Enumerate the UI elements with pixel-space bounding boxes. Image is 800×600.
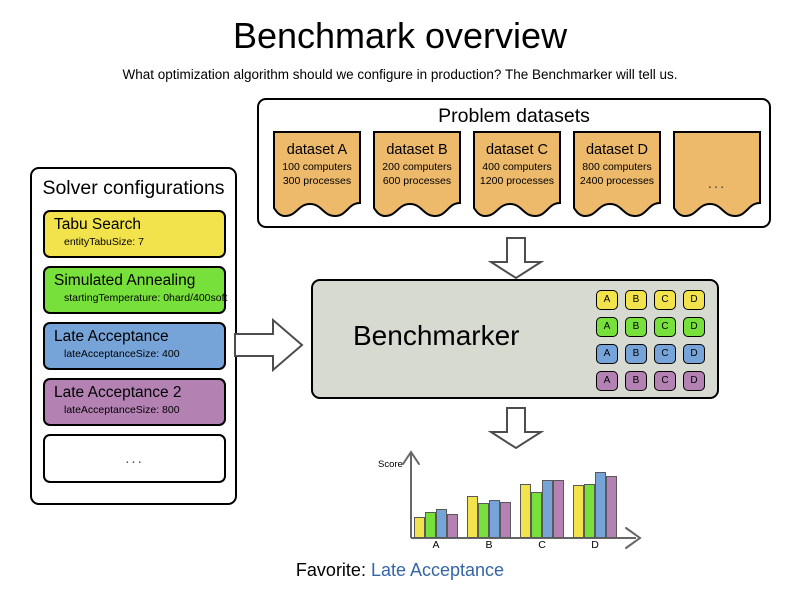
- arrow-down-benchmarker-to-chart: [487, 406, 545, 455]
- benchmark-cell[interactable]: A: [596, 290, 618, 310]
- solver-config-card-tabu-search[interactable]: Tabu Search entityTabuSize: 7: [43, 210, 226, 258]
- solver-config-name: Tabu Search: [54, 216, 142, 233]
- favorite-line: Favorite: Late Acceptance: [0, 558, 800, 582]
- arrow-down-datasets-to-benchmarker: [487, 236, 545, 285]
- benchmark-cell[interactable]: B: [625, 344, 647, 364]
- dataset-card-b[interactable]: dataset B 200 computers 600 processes: [373, 131, 461, 217]
- chart-bar: [489, 500, 500, 538]
- benchmark-cell[interactable]: C: [654, 290, 676, 310]
- chart-y-axis-label: Score: [378, 459, 403, 470]
- dataset-card-a[interactable]: dataset A 100 computers 300 processes: [273, 131, 361, 217]
- page-subtitle: What optimization algorithm should we co…: [122, 67, 678, 82]
- solver-config-param: entityTabuSize: 7: [64, 236, 144, 248]
- chart-bar: [414, 517, 425, 538]
- chart-bar: [500, 502, 511, 538]
- solver-configurations-panel: Solver configurations Tabu Search entity…: [30, 167, 237, 505]
- dataset-card-c[interactable]: dataset C 400 computers 1200 processes: [473, 131, 561, 217]
- benchmark-cell[interactable]: C: [654, 317, 676, 337]
- solver-config-param: lateAcceptanceSize: 800: [64, 404, 180, 416]
- favorite-value: Late Acceptance: [370, 560, 505, 580]
- benchmark-cell[interactable]: C: [654, 344, 676, 364]
- solver-config-param: lateAcceptanceSize: 400: [64, 348, 180, 360]
- problem-datasets-title: Problem datasets: [438, 105, 590, 127]
- dataset-card-more[interactable]: ...: [673, 131, 761, 217]
- dataset-sheet-shape: [573, 131, 661, 217]
- solver-config-param: startingTemperature: 0hard/400soft: [64, 292, 228, 304]
- dataset-card-d[interactable]: dataset D 800 computers 2400 processes: [573, 131, 661, 217]
- solver-config-name: Simulated Annealing: [54, 272, 196, 289]
- favorite-label: Favorite:: [295, 560, 366, 580]
- dataset-sheet-shape: [373, 131, 461, 217]
- benchmark-cell[interactable]: A: [596, 344, 618, 364]
- benchmark-run-grid: A B C D A B C D A B C D A B C D: [596, 290, 705, 394]
- chart-bar: [447, 514, 458, 538]
- chart-bar: [584, 484, 595, 538]
- benchmark-cell[interactable]: B: [625, 371, 647, 391]
- dataset-sheet-shape: [473, 131, 561, 217]
- benchmark-cell[interactable]: B: [625, 290, 647, 310]
- benchmark-cell[interactable]: D: [683, 344, 705, 364]
- chart-axes: [402, 450, 642, 549]
- dataset-sheet-shape: [273, 131, 361, 217]
- dataset-ellipsis: ...: [707, 175, 727, 192]
- solver-config-ellipsis: ...: [125, 450, 144, 467]
- solver-config-card-simulated-annealing[interactable]: Simulated Annealing startingTemperature:…: [43, 266, 228, 314]
- chart-x-tick-label: D: [591, 539, 599, 551]
- solver-config-card-more[interactable]: ...: [43, 434, 226, 483]
- chart-x-tick-label: C: [538, 539, 546, 551]
- benchmarker-label: Benchmarker: [353, 320, 520, 351]
- chart-bar: [478, 503, 489, 538]
- problem-datasets-panel: Problem datasets dataset A 100 computers…: [257, 98, 771, 228]
- benchmark-cell[interactable]: D: [683, 371, 705, 391]
- chart-bar: [467, 496, 478, 538]
- chart-x-tick-label: A: [432, 539, 440, 551]
- page-title: Benchmark overview: [232, 15, 568, 56]
- arrow-right-configs-to-benchmarker: [233, 317, 305, 378]
- benchmark-result-chart: Score A B C D: [378, 448, 648, 553]
- solver-config-name: Late Acceptance 2: [54, 384, 182, 401]
- dataset-sheet-shape: [673, 131, 761, 217]
- solver-config-card-late-acceptance[interactable]: Late Acceptance lateAcceptanceSize: 400: [43, 322, 226, 370]
- chart-bar: [553, 480, 564, 538]
- benchmark-cell[interactable]: A: [596, 317, 618, 337]
- chart-bar: [436, 509, 447, 538]
- solver-configurations-title: Solver configurations: [42, 177, 225, 199]
- solver-config-card-late-acceptance-2[interactable]: Late Acceptance 2 lateAcceptanceSize: 80…: [43, 378, 226, 426]
- chart-bar: [520, 484, 531, 538]
- chart-bar: [542, 480, 553, 538]
- benchmark-cell[interactable]: A: [596, 371, 618, 391]
- benchmark-cell[interactable]: B: [625, 317, 647, 337]
- benchmarker-box: Benchmarker A B C D A B C D A B C D A B …: [311, 279, 719, 399]
- benchmark-cell[interactable]: D: [683, 290, 705, 310]
- chart-bar: [595, 472, 606, 538]
- benchmark-cell[interactable]: D: [683, 317, 705, 337]
- chart-x-tick-label: B: [485, 539, 493, 551]
- solver-config-name: Late Acceptance: [54, 328, 169, 345]
- chart-bar: [573, 485, 584, 538]
- chart-bar: [425, 512, 436, 538]
- benchmark-cell[interactable]: C: [654, 371, 676, 391]
- chart-bar: [531, 492, 542, 538]
- chart-bar: [606, 476, 617, 538]
